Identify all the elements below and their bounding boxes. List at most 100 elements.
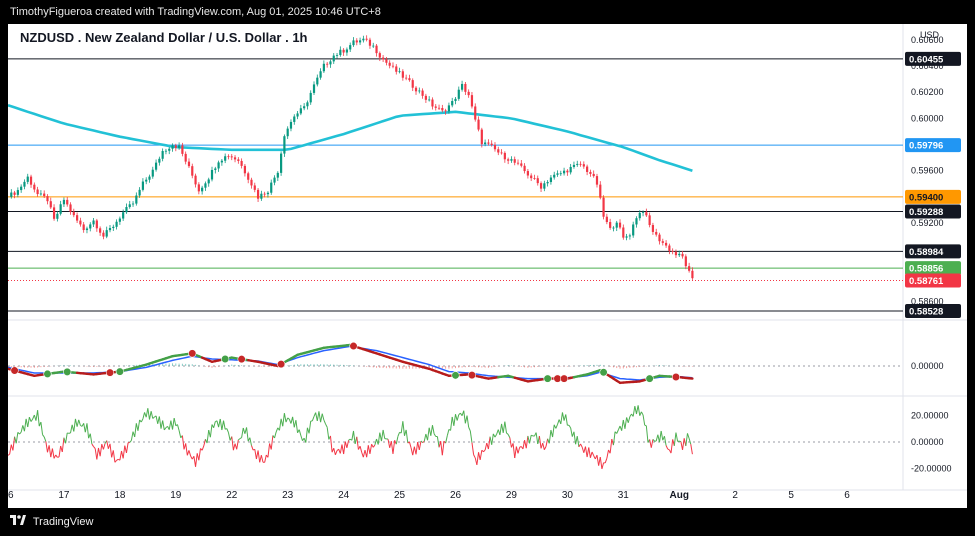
osc-segment — [455, 414, 458, 421]
osc-segment — [517, 447, 521, 454]
osc-segment — [93, 446, 96, 449]
candle-body — [418, 90, 421, 92]
candle-body — [79, 220, 82, 225]
osc-segment — [665, 445, 669, 450]
osc-segment — [129, 440, 132, 443]
candle-body — [92, 220, 95, 225]
osc-segment — [431, 425, 435, 434]
osc-segment — [637, 405, 641, 416]
candle-body — [411, 80, 414, 88]
osc-segment — [209, 424, 213, 438]
osc-segment — [367, 445, 371, 454]
candle-body — [474, 106, 477, 120]
level-tag-label: 0.59288 — [909, 207, 943, 218]
osc-segment — [206, 430, 210, 444]
candle-body — [372, 45, 375, 47]
osc-segment — [417, 441, 420, 451]
candle-body — [632, 224, 635, 236]
candle-body — [138, 189, 141, 196]
osc-segment — [606, 449, 609, 459]
candle-body — [549, 177, 553, 183]
osc-segment — [538, 435, 542, 449]
osc-segment — [589, 451, 593, 458]
candle-body — [355, 40, 358, 43]
candle-body — [539, 183, 543, 189]
osc-segment — [106, 440, 109, 449]
moving-average-line — [7, 104, 693, 172]
osc-segment — [239, 437, 242, 440]
candle-body — [135, 195, 138, 204]
osc-segment — [604, 458, 608, 464]
candle-body — [59, 204, 62, 214]
osc-segment — [226, 428, 229, 433]
candle-body — [408, 78, 411, 81]
osc-segment — [353, 430, 356, 444]
osc-segment — [65, 432, 68, 444]
candle-body — [95, 220, 98, 229]
osc-segment — [390, 441, 394, 455]
osc-segment — [148, 411, 152, 420]
candle-body — [158, 158, 161, 163]
osc-segment — [323, 419, 326, 425]
osc-segment — [213, 421, 216, 428]
osc-segment — [94, 448, 98, 460]
candle-body — [145, 179, 148, 182]
candle-body — [510, 159, 513, 161]
candle-body — [382, 57, 385, 60]
osc-segment — [334, 450, 338, 456]
osc-segment — [311, 416, 315, 422]
osc-segment — [249, 437, 252, 446]
osc-segment — [142, 412, 146, 419]
level-tag-label: 0.58856 — [909, 264, 943, 275]
level-tag-label: 0.58984 — [909, 247, 944, 258]
level-tag-label: 0.59400 — [909, 192, 943, 203]
time-tick-label: 5 — [788, 490, 794, 501]
candle-body — [280, 153, 283, 173]
osc-segment — [527, 435, 531, 444]
osc-segment — [688, 438, 692, 445]
candle-body — [283, 136, 286, 154]
candle-body — [441, 108, 444, 111]
osc-segment — [178, 430, 182, 438]
osc-segment — [522, 440, 526, 450]
candle-body — [154, 162, 158, 170]
candle-body — [171, 145, 174, 149]
osc-segment — [348, 438, 351, 441]
candle-body — [72, 211, 75, 216]
candle-body — [122, 212, 125, 219]
osc-segment — [42, 434, 45, 438]
macd-cross-marker — [671, 372, 681, 382]
candle-body — [671, 250, 674, 252]
chart-area[interactable]: 0.606000.604000.602000.600000.598000.596… — [2, 24, 967, 508]
osc-segment — [259, 455, 262, 463]
candle-body — [33, 184, 36, 190]
candle-body — [230, 156, 233, 158]
chart-svg[interactable]: 0.606000.604000.602000.600000.598000.596… — [2, 24, 967, 508]
price-tick-label: 0.60400 — [911, 61, 944, 71]
osc-segment — [198, 448, 201, 461]
candle-body — [401, 71, 404, 78]
candle-body — [99, 228, 102, 233]
osc-segment — [479, 450, 483, 460]
osc-tick-label: 0.00000 — [911, 437, 944, 447]
osc-segment — [43, 436, 47, 442]
macd-zero-label: 0.00000 — [911, 361, 944, 371]
osc-segment — [415, 442, 419, 455]
candle-body — [75, 215, 79, 221]
macd-cross-marker — [277, 360, 286, 369]
osc-segment — [476, 452, 480, 465]
osc-segment — [278, 418, 282, 431]
osc-segment — [509, 437, 512, 448]
osc-segment — [377, 432, 381, 445]
osc-segment — [89, 433, 93, 445]
osc-segment — [61, 437, 65, 452]
candle-body — [174, 145, 177, 148]
candle-body — [457, 89, 460, 99]
osc-segment — [456, 414, 460, 421]
candle-body — [421, 90, 424, 96]
candle-body — [273, 177, 276, 183]
macd-cross-marker — [115, 367, 124, 376]
osc-segment — [318, 411, 322, 423]
osc-segment — [650, 439, 654, 448]
osc-segment — [369, 444, 373, 454]
